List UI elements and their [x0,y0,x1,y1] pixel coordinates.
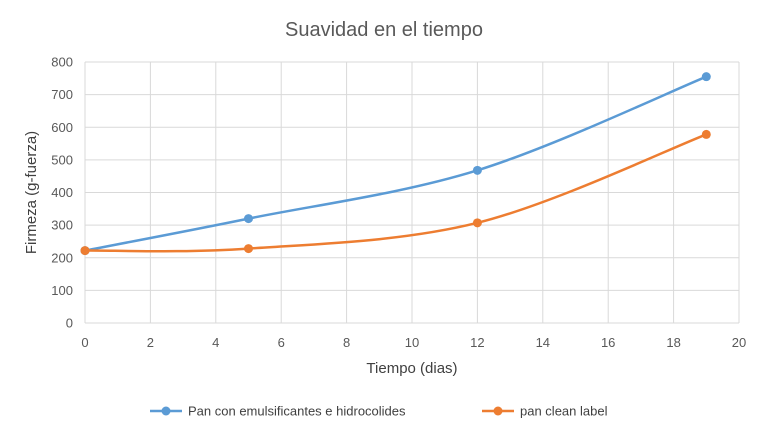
x-tick-label: 2 [147,335,154,350]
y-axis-ticks: 0 100 200 300 400 500 600 700 800 [51,55,73,331]
y-tick-label: 500 [51,152,73,167]
gridlines [84,61,740,324]
data-point [701,129,711,139]
x-tick-label: 8 [343,335,350,350]
data-point [472,165,482,175]
series-0 [80,72,711,256]
x-axis-label: Tiempo (dias) [366,360,457,377]
series-line [84,75,707,252]
y-tick-label: 200 [51,250,73,265]
y-tick-label: 800 [51,55,73,70]
x-axis-ticks: 0 2 4 6 8 10 12 14 16 18 20 [81,335,746,350]
legend-item: Pan con emulsificantes e hidrocolides [150,404,406,419]
legend-marker [493,406,503,416]
legend: Pan con emulsificantes e hidrocolides pan… [150,404,608,419]
y-tick-label: 0 [66,316,73,331]
data-point [701,72,711,82]
x-tick-label: 10 [405,335,419,350]
legend-label: pan clean label [520,404,608,419]
y-tick-label: 100 [51,283,73,298]
y-tick-label: 600 [51,120,73,135]
series-layer [80,72,711,256]
legend-item: pan clean label [482,404,608,419]
y-tick-label: 700 [51,87,73,102]
x-tick-label: 12 [470,335,484,350]
x-tick-label: 4 [212,335,219,350]
data-point [244,244,253,254]
x-tick-label: 16 [601,335,615,350]
y-tick-label: 400 [51,185,73,200]
x-tick-label: 0 [81,335,88,350]
x-tick-label: 18 [666,335,680,350]
x-tick-label: 6 [278,335,285,350]
series-line [84,133,707,253]
legend-marker [161,406,171,416]
x-tick-label: 14 [536,335,550,350]
x-tick-label: 20 [732,335,746,350]
data-point [244,214,253,224]
legend-label: Pan con emulsificantes e hidrocolides [188,404,406,419]
y-axis-label: Firmeza (g-fuerza) [23,131,40,254]
y-tick-label: 300 [51,218,73,233]
data-point [472,218,482,228]
series-1 [80,129,711,256]
data-point [80,246,90,256]
chart-title: Suavidad en el tiempo [285,19,483,41]
